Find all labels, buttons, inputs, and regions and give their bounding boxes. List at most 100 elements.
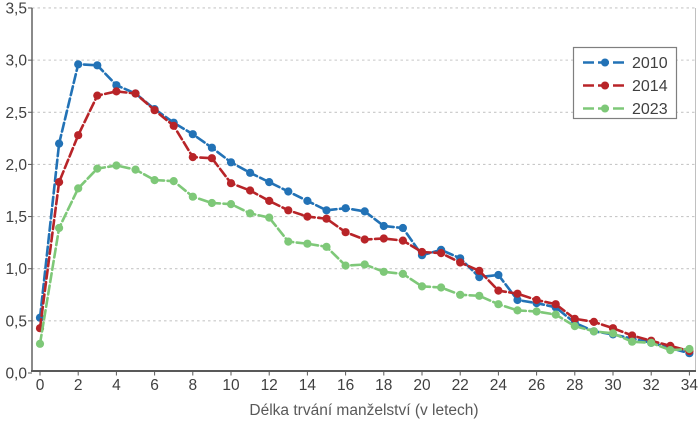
data-point-2023-y6 xyxy=(150,176,159,185)
data-point-2010-y18 xyxy=(379,221,388,231)
data-point-2023-y32 xyxy=(647,338,656,347)
data-point-2010-y11 xyxy=(246,168,255,177)
data-point-2014-y1 xyxy=(55,178,64,187)
data-point-2023-y0 xyxy=(35,339,45,348)
x-tick-label: 14 xyxy=(299,377,317,394)
data-point-2014-y9 xyxy=(207,154,216,163)
x-axis-labels: 0 2 4 6 8 10 12 14 16 18 20 22 24 26 28 30 32 34 xyxy=(36,377,699,394)
data-point-2023-y22 xyxy=(456,290,465,299)
data-point-2014-y3 xyxy=(93,91,102,100)
data-point-2023-y30 xyxy=(608,329,618,338)
series-2014 xyxy=(35,87,694,356)
data-point-2014-y8 xyxy=(188,153,197,162)
x-tick-label: 4 xyxy=(112,377,121,394)
data-point-2010-y25 xyxy=(513,295,522,305)
data-point-2014-y5 xyxy=(131,89,140,98)
data-point-2014-y10 xyxy=(226,179,236,188)
data-point-2023-y24 xyxy=(494,300,503,309)
axis-ticks xyxy=(28,7,690,376)
data-point-2023-y25 xyxy=(513,306,522,315)
x-tick-label: 26 xyxy=(528,377,545,394)
data-point-2010-y14 xyxy=(303,196,312,205)
data-point-2023-y10 xyxy=(226,200,236,209)
data-point-2023-y8 xyxy=(188,192,197,201)
data-point-2014-y13 xyxy=(284,206,293,215)
y-tick-label: 2,5 xyxy=(5,105,27,122)
data-point-2023-y21 xyxy=(437,283,446,292)
data-point-2023-y16 xyxy=(341,261,350,270)
data-point-2014-y11 xyxy=(246,186,255,195)
x-tick-label: 2 xyxy=(74,377,83,394)
data-point-2023-y11 xyxy=(246,209,255,218)
data-point-2023-y2 xyxy=(74,184,83,193)
data-point-2014-y15 xyxy=(322,214,331,223)
data-point-2014-y19 xyxy=(398,236,407,245)
legend-marker xyxy=(601,81,609,90)
data-point-2023-y7 xyxy=(169,177,178,186)
data-point-2023-y27 xyxy=(551,310,560,319)
data-point-2010-y1 xyxy=(55,139,64,148)
y-tick-label: 3,0 xyxy=(5,53,27,70)
data-point-2014-y29 xyxy=(589,317,599,326)
x-tick-label: 12 xyxy=(261,377,278,394)
data-point-2023-y26 xyxy=(532,307,541,316)
data-point-2010-y9 xyxy=(207,143,216,152)
data-point-2014-y12 xyxy=(265,196,274,205)
data-point-2014-y27 xyxy=(551,300,560,309)
x-tick-label: 30 xyxy=(604,377,622,394)
y-tick-label: 1,0 xyxy=(5,261,27,278)
data-point-2023-y33 xyxy=(666,346,675,355)
data-point-2010-y8 xyxy=(188,130,197,139)
data-point-2023-y1 xyxy=(55,223,64,233)
data-point-2014-y6 xyxy=(150,106,159,115)
data-point-2023-y9 xyxy=(207,198,216,208)
y-tick-label: 0,5 xyxy=(5,313,27,330)
data-point-2014-y20 xyxy=(417,247,427,257)
x-tick-label: 18 xyxy=(375,377,392,394)
x-tick-label: 6 xyxy=(150,377,159,394)
x-tick-label: 10 xyxy=(222,377,240,394)
data-point-2014-y7 xyxy=(169,121,178,130)
legend-label: 2023 xyxy=(632,101,668,118)
legend-label: 2014 xyxy=(632,78,668,95)
data-point-2014-y2 xyxy=(74,131,83,140)
legend: 2010 2014 2023 xyxy=(572,46,678,120)
data-point-2023-y15 xyxy=(322,242,331,251)
series-2023 xyxy=(35,161,694,355)
data-point-2014-y25 xyxy=(513,289,522,298)
data-point-2010-y4 xyxy=(112,81,121,90)
y-tick-label: 3,5 xyxy=(5,0,27,17)
data-point-2014-y4 xyxy=(112,87,121,96)
data-point-2014-y21 xyxy=(437,249,446,258)
data-point-2014-y26 xyxy=(532,295,541,305)
data-point-2023-y28 xyxy=(570,322,579,331)
data-point-2014-y14 xyxy=(303,212,312,221)
data-point-2023-y5 xyxy=(131,165,140,174)
x-tick-label: 28 xyxy=(566,377,583,394)
x-tick-label: 16 xyxy=(337,377,354,394)
series-line-2014 xyxy=(38,90,691,353)
data-point-2014-y28 xyxy=(570,314,579,323)
x-tick-label: 20 xyxy=(413,377,431,394)
data-point-2014-y24 xyxy=(494,286,503,295)
data-point-2023-y3 xyxy=(93,164,102,173)
data-point-2010-y10 xyxy=(226,158,236,167)
data-point-2010-y24 xyxy=(494,270,503,280)
x-tick-label: 24 xyxy=(490,377,508,394)
x-tick-label: 0 xyxy=(36,377,45,394)
x-tick-label: 8 xyxy=(188,377,197,394)
data-point-2010-y23 xyxy=(475,273,484,282)
y-tick-label: 2,0 xyxy=(5,157,27,174)
legend-marker xyxy=(601,58,609,67)
x-axis-title: Délka trvání manželství (v letech) xyxy=(249,402,478,419)
data-point-2010-y15 xyxy=(322,206,331,215)
data-point-2023-y31 xyxy=(628,337,637,346)
data-point-2023-y4 xyxy=(112,161,121,170)
data-point-2014-y17 xyxy=(360,235,369,244)
legend-item-2014: 2014 xyxy=(583,78,668,95)
series-group xyxy=(35,60,694,358)
data-point-2010-y13 xyxy=(284,187,293,196)
x-tick-label: 22 xyxy=(452,377,469,394)
data-point-2010-y16 xyxy=(341,204,350,213)
